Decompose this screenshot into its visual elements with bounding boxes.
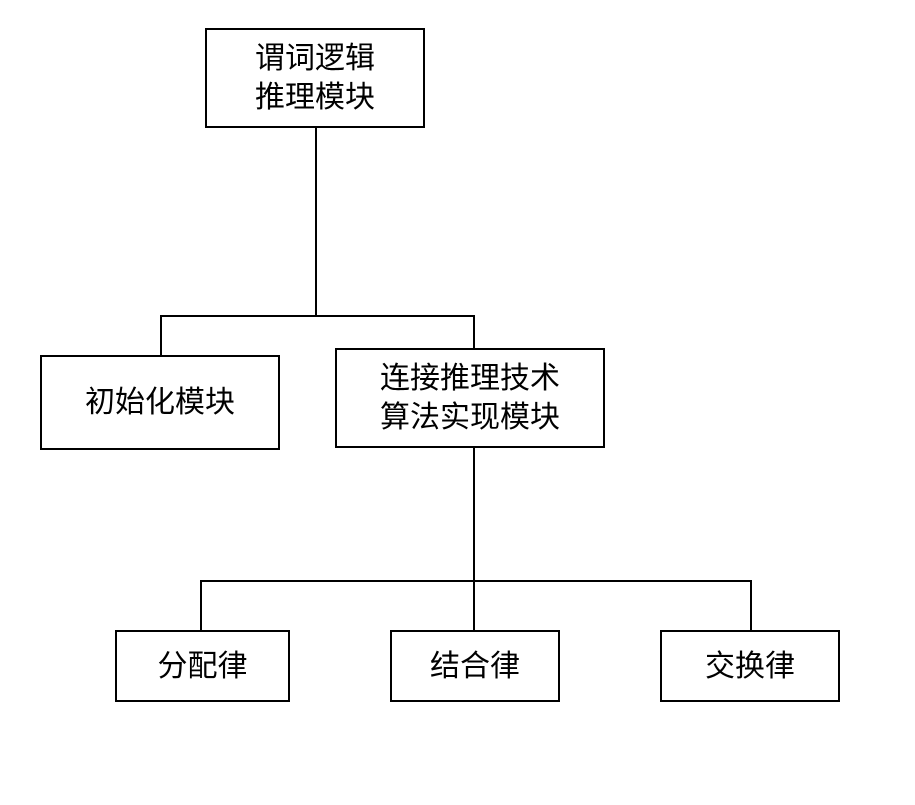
node-distributive-law: 分配律	[115, 630, 290, 702]
connector-to-algo	[473, 315, 475, 348]
connector-root-down	[315, 128, 317, 315]
node-algorithm-module: 连接推理技术 算法实现模块	[335, 348, 605, 448]
node-commutative-label: 交换律	[705, 647, 795, 686]
node-algorithm-label: 连接推理技术 算法实现模块	[380, 359, 560, 437]
node-associative-label: 结合律	[430, 647, 520, 686]
node-init-label: 初始化模块	[85, 383, 235, 422]
connector-level1-hbar	[160, 315, 475, 317]
node-distributive-label: 分配律	[158, 647, 248, 686]
node-root-label: 谓词逻辑 推理模块	[255, 39, 375, 117]
node-init-module: 初始化模块	[40, 355, 280, 450]
connector-to-dist	[200, 580, 202, 630]
connector-to-comm	[750, 580, 752, 630]
connector-to-assoc	[473, 580, 475, 630]
node-commutative-law: 交换律	[660, 630, 840, 702]
node-associative-law: 结合律	[390, 630, 560, 702]
node-root: 谓词逻辑 推理模块	[205, 28, 425, 128]
connector-level2-hbar	[200, 580, 752, 582]
connector-algo-down	[473, 448, 475, 580]
connector-to-init	[160, 315, 162, 355]
